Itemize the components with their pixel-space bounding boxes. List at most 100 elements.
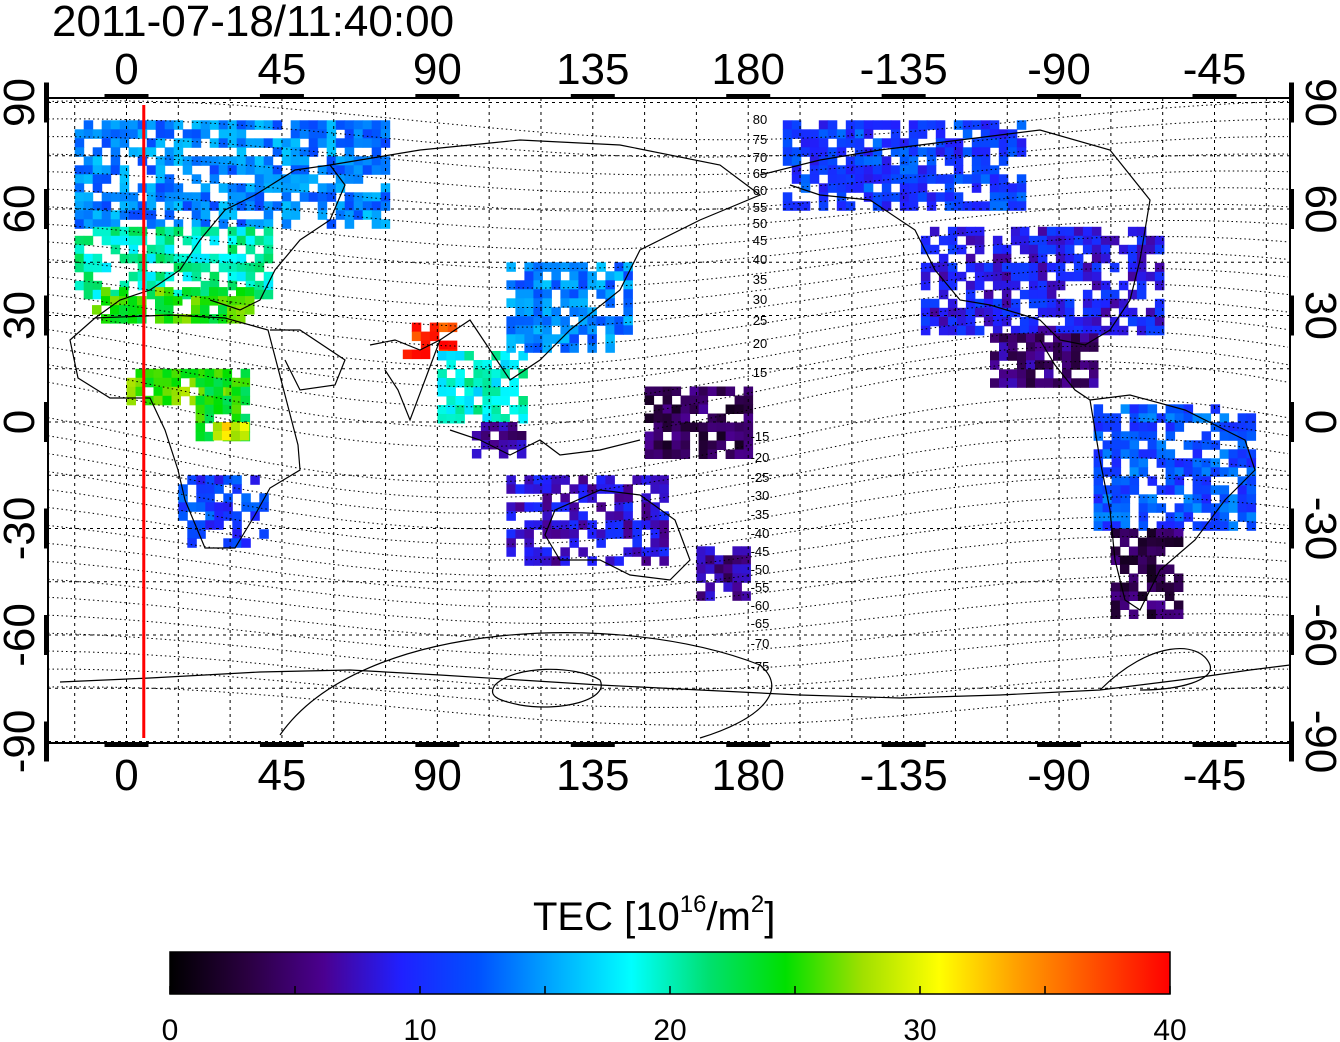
frame-tick [259, 94, 304, 99]
tec-cell [518, 369, 528, 379]
tec-cell [518, 414, 528, 424]
tec-cell [953, 138, 964, 148]
tec-cell [83, 253, 94, 264]
tec-cell [782, 129, 793, 139]
tec-cell [187, 502, 197, 512]
tec-cell [92, 183, 103, 193]
tec-cell [171, 368, 181, 379]
tec-cell [1028, 244, 1039, 255]
tec-cell [653, 386, 664, 396]
tec-cell [809, 129, 820, 139]
tec-cell [650, 520, 660, 530]
frame-tick [104, 94, 149, 99]
tec-cell [917, 129, 928, 139]
tec-cell [1007, 201, 1018, 211]
tec-cell [908, 138, 919, 148]
magnetic-latitude-label: -75 [751, 659, 770, 674]
timestamp-title: 2011-07-18/11:40:00 [52, 0, 454, 46]
tec-cell [135, 368, 145, 379]
tec-cell [1089, 342, 1099, 352]
tec-cell [110, 244, 121, 255]
tec-cell [578, 511, 588, 521]
tec-cell [1080, 333, 1090, 343]
tec-cell [782, 192, 793, 202]
tec-cell [827, 120, 838, 130]
tec-cell [1055, 226, 1066, 237]
tec-cell [164, 183, 175, 193]
tec-cell [569, 307, 579, 317]
magnetic-latitude-label: 75 [753, 132, 767, 147]
tec-cell [524, 325, 534, 335]
tec-cell [326, 183, 337, 193]
tec-cell [1044, 378, 1054, 388]
tec-cell [1064, 235, 1075, 246]
tec-cell [353, 201, 364, 211]
tec-cell [299, 147, 310, 157]
tec-cell [263, 120, 274, 130]
tec-cell [560, 475, 570, 485]
tec-cell [1210, 485, 1221, 495]
tec-cell [119, 174, 130, 184]
tec-cell [1129, 404, 1140, 414]
tec-cell [1192, 476, 1203, 486]
tec-cell [464, 405, 474, 415]
tec-cell [732, 564, 742, 574]
tec-cell [191, 138, 202, 148]
tec-cell [596, 280, 606, 290]
tec-cell [605, 280, 615, 290]
tec-cell [705, 564, 715, 574]
tec-cell [953, 174, 964, 184]
tec-cell [191, 262, 202, 273]
tec-cell [1091, 325, 1102, 336]
tec-cell [863, 174, 874, 184]
tec-cell [335, 183, 346, 193]
tec-cell [250, 475, 260, 485]
tec-cell [1055, 325, 1066, 336]
magnetic-latitude-label: -65 [751, 616, 770, 631]
latitude-label: 30 [0, 291, 44, 340]
tec-cell [209, 201, 220, 211]
tec-cell [542, 484, 552, 494]
tec-cell [110, 156, 121, 166]
tec-cell [689, 422, 700, 432]
tec-cell [74, 244, 85, 255]
tec-cell [518, 396, 528, 406]
tec-cell [482, 414, 492, 424]
tec-cell [218, 210, 229, 220]
tec-cell [1118, 298, 1129, 309]
tec-cell [1155, 573, 1166, 583]
tec-cell [447, 340, 458, 351]
tec-cell [533, 484, 543, 494]
tec-cell [908, 192, 919, 202]
tec-cell [956, 271, 967, 282]
tec-cell [74, 138, 85, 148]
tec-cell [1147, 440, 1158, 450]
tec-cell [743, 413, 754, 423]
tec-cell [438, 322, 449, 333]
tec-cell [1237, 503, 1248, 513]
tec-cell [353, 156, 364, 166]
longitude-label: -45 [1183, 45, 1247, 94]
tec-cell [1147, 404, 1158, 414]
tec-cell [236, 296, 246, 306]
tec-cell [205, 493, 215, 503]
tec-cell [281, 219, 292, 229]
tec-cell [1138, 422, 1149, 432]
tec-cell [1093, 413, 1104, 423]
tec-cell [173, 296, 183, 306]
tec-cell [569, 271, 579, 281]
tec-cell [353, 174, 364, 184]
tec-cell [908, 183, 919, 193]
tec-cell [605, 271, 615, 281]
tec-cell [1173, 573, 1184, 583]
tec-cell [1062, 360, 1072, 370]
tec-cell [191, 305, 201, 315]
tec-cell [110, 120, 121, 130]
tec-cell [1028, 316, 1039, 327]
tec-cell [1137, 537, 1148, 547]
tec-cell [827, 165, 838, 175]
tec-cell [632, 547, 642, 557]
tec-cell [659, 547, 669, 557]
tec-cell [938, 289, 949, 300]
tec-cell [650, 547, 660, 557]
